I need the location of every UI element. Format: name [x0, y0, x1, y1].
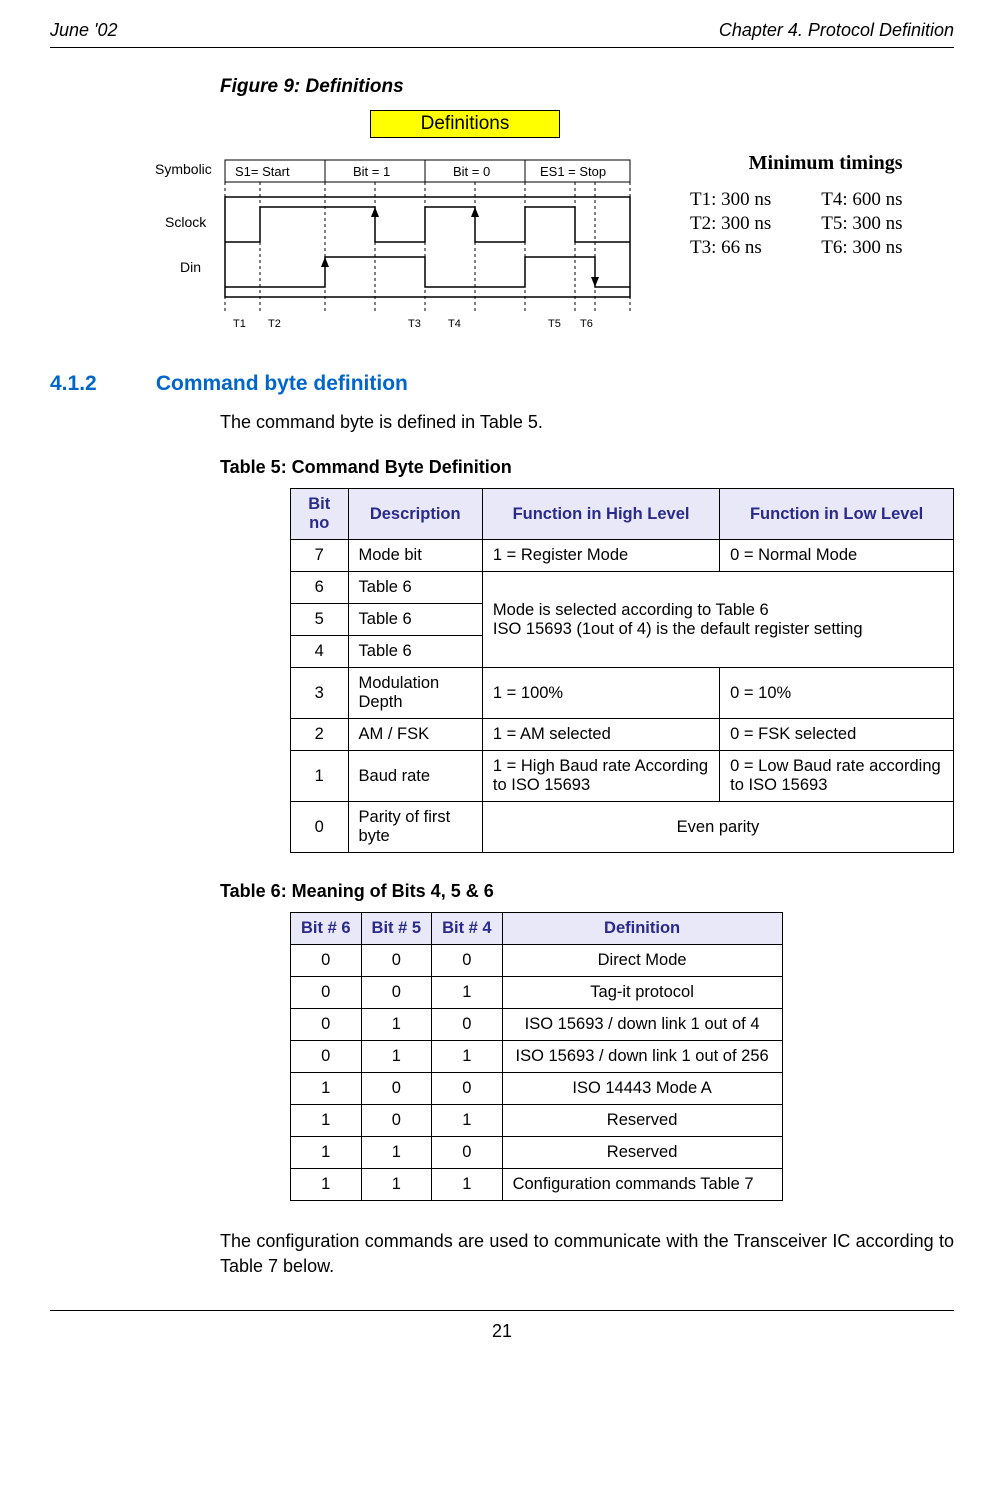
timing-t6: T6: 300 ns — [821, 237, 902, 259]
th-b4: Bit # 4 — [432, 913, 503, 945]
table-row: 100ISO 14443 Mode A — [291, 1073, 783, 1105]
label-sclock: Sclock — [165, 214, 207, 230]
table-cell: 1 — [432, 1105, 503, 1137]
table-cell: 1 — [361, 1169, 432, 1201]
label-t1: T1 — [233, 318, 246, 330]
section-heading: 4.1.2 Command byte definition — [50, 372, 954, 396]
table-header-row: Bit no Description Function in High Leve… — [291, 489, 954, 540]
table-cell: 1 — [291, 1105, 362, 1137]
section-intro: The command byte is defined in Table 5. — [220, 410, 954, 435]
table-cell: 1 — [432, 1169, 503, 1201]
table-row: 110Reserved — [291, 1137, 783, 1169]
figure-title: Figure 9: Definitions — [220, 76, 954, 98]
figure-area: Symbolic Sclock Din S1= Start Bit = 1 Bi… — [50, 152, 954, 342]
table-cell: 0 — [361, 1073, 432, 1105]
section-title: Command byte definition — [156, 372, 408, 395]
label-t6: T6 — [580, 318, 593, 330]
table-cell: Reserved — [502, 1137, 782, 1169]
table-cell: 0 — [291, 977, 362, 1009]
table-cell: 0 — [361, 945, 432, 977]
table5-title: Table 5: Command Byte Definition — [220, 457, 954, 478]
th-high: Function in High Level — [482, 489, 719, 540]
table-cell: ISO 15693 / down link 1 out of 256 — [502, 1041, 782, 1073]
footer-rule — [50, 1310, 954, 1311]
table-row: 0 Parity of first byte Even parity — [291, 802, 954, 853]
table-row: 010ISO 15693 / down link 1 out of 4 — [291, 1009, 783, 1041]
definitions-box: Definitions — [370, 110, 560, 138]
label-bit0: Bit = 0 — [453, 164, 490, 179]
table-cell: 1 — [361, 1041, 432, 1073]
th-b6: Bit # 6 — [291, 913, 362, 945]
label-din: Din — [180, 259, 201, 275]
table-row: 101Reserved — [291, 1105, 783, 1137]
timing-t4: T4: 600 ns — [821, 189, 902, 211]
label-t2: T2 — [268, 318, 281, 330]
th-def: Definition — [502, 913, 782, 945]
timings-title: Minimum timings — [690, 152, 903, 175]
table-row: 001Tag-it protocol — [291, 977, 783, 1009]
table-cell: 0 — [432, 945, 503, 977]
timing-t3: T3: 66 ns — [690, 237, 771, 259]
table-cell: 1 — [361, 1137, 432, 1169]
table-cell: 1 — [291, 1137, 362, 1169]
table-cell: 0 — [361, 1105, 432, 1137]
table-row: 000Direct Mode — [291, 945, 783, 977]
table-row: 111Configuration commands Table 7 — [291, 1169, 783, 1201]
table-cell: 1 — [432, 1041, 503, 1073]
table-cell: ISO 15693 / down link 1 out of 4 — [502, 1009, 782, 1041]
timing-t2: T2: 300 ns — [690, 213, 771, 235]
table-cell: 0 — [361, 977, 432, 1009]
table-cell: ISO 14443 Mode A — [502, 1073, 782, 1105]
header-rule — [50, 47, 954, 48]
table6: Bit # 6 Bit # 5 Bit # 4 Definition 000Di… — [290, 912, 783, 1201]
table-cell: Direct Mode — [502, 945, 782, 977]
label-t3: T3 — [408, 318, 421, 330]
table-cell: Configuration commands Table 7 — [502, 1169, 782, 1201]
page-number: 21 — [50, 1321, 954, 1342]
timings-column: Minimum timings T1: 300 ns T4: 600 ns T2… — [690, 152, 903, 342]
table-cell: 0 — [291, 945, 362, 977]
header-left: June '02 — [50, 20, 118, 41]
table-row: 3 Modulation Depth 1 = 100% 0 = 10% — [291, 668, 954, 719]
label-es1: ES1 = Stop — [540, 164, 606, 179]
timing-t1: T1: 300 ns — [690, 189, 771, 211]
outro-text: The configuration commands are used to c… — [220, 1229, 954, 1279]
timing-t5: T5: 300 ns — [821, 213, 902, 235]
table-cell: 1 — [291, 1073, 362, 1105]
table-row: 011ISO 15693 / down link 1 out of 256 — [291, 1041, 783, 1073]
table-cell: 0 — [432, 1137, 503, 1169]
table-cell: 0 — [432, 1073, 503, 1105]
table-cell: Reserved — [502, 1105, 782, 1137]
th-b5: Bit # 5 — [361, 913, 432, 945]
table-cell: 0 — [291, 1009, 362, 1041]
table-cell: 1 — [291, 1169, 362, 1201]
table-cell: 0 — [432, 1009, 503, 1041]
timing-diagram: Symbolic Sclock Din S1= Start Bit = 1 Bi… — [50, 152, 660, 342]
section-number: 4.1.2 — [50, 372, 150, 396]
header-right: Chapter 4. Protocol Definition — [719, 20, 954, 41]
label-t5: T5 — [548, 318, 561, 330]
table-header-row: Bit # 6 Bit # 5 Bit # 4 Definition — [291, 913, 783, 945]
merged-cell: Mode is selected according to Table 6 IS… — [482, 572, 953, 668]
table-cell: 1 — [361, 1009, 432, 1041]
table-cell: 0 — [291, 1041, 362, 1073]
table-row: 7 Mode bit 1 = Register Mode 0 = Normal … — [291, 540, 954, 572]
table6-title: Table 6: Meaning of Bits 4, 5 & 6 — [220, 881, 954, 902]
th-bitno: Bit no — [291, 489, 349, 540]
table-row: 6 Table 6 Mode is selected according to … — [291, 572, 954, 604]
table-row: 2 AM / FSK 1 = AM selected 0 = FSK selec… — [291, 719, 954, 751]
table5: Bit no Description Function in High Leve… — [290, 488, 954, 853]
label-s1: S1= Start — [235, 164, 290, 179]
th-low: Function in Low Level — [720, 489, 954, 540]
th-desc: Description — [348, 489, 482, 540]
label-t4: T4 — [448, 318, 461, 330]
table-cell: Tag-it protocol — [502, 977, 782, 1009]
page-header: June '02 Chapter 4. Protocol Definition — [50, 20, 954, 41]
table-row: 1 Baud rate 1 = High Baud rate According… — [291, 751, 954, 802]
table-cell: 1 — [432, 977, 503, 1009]
label-symbolic: Symbolic — [155, 161, 212, 177]
label-bit1: Bit = 1 — [353, 164, 390, 179]
